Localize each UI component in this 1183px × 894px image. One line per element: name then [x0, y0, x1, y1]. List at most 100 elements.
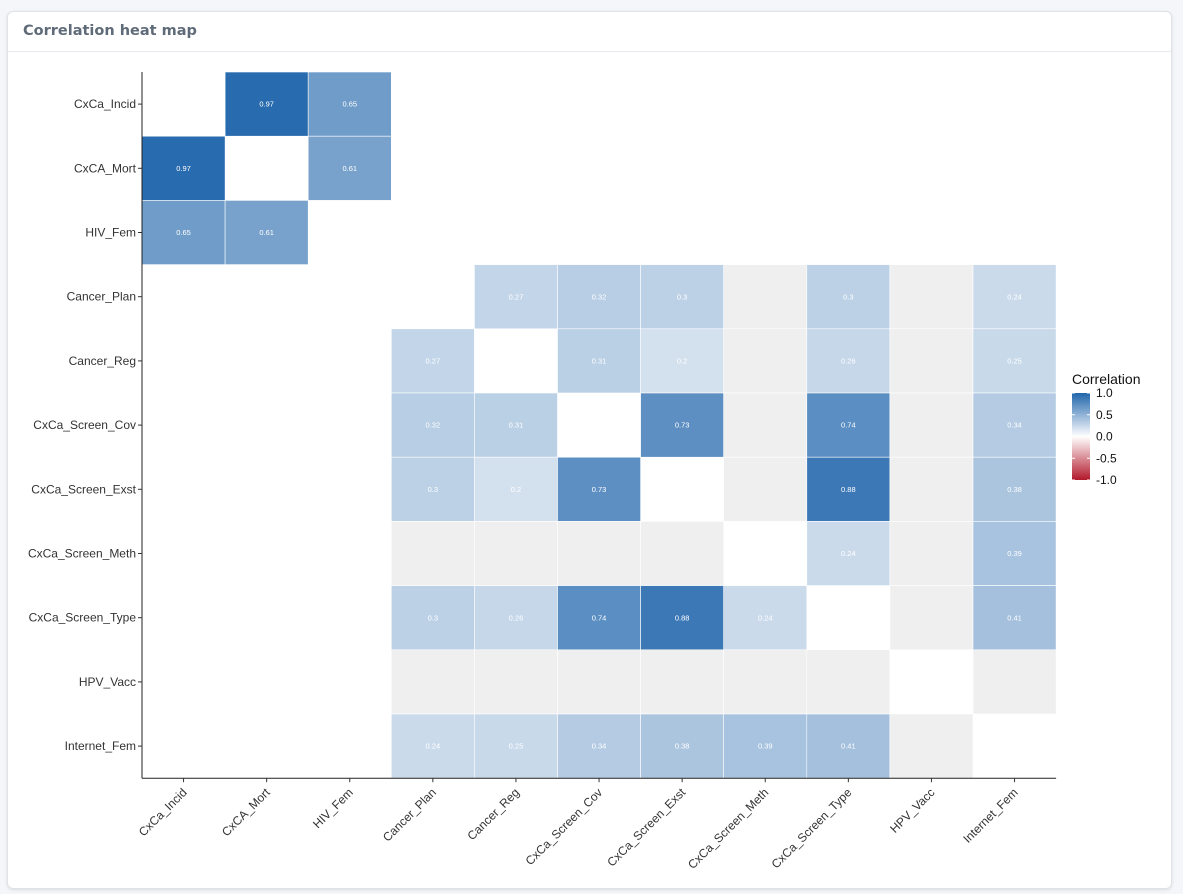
cell-value-label: 0.3	[843, 292, 853, 301]
heatmap-cell	[557, 585, 641, 651]
cell-value-label: 0.3	[677, 292, 687, 301]
cell-value-label: 0.27	[426, 357, 441, 366]
y-tick-label: Internet_Fem	[65, 739, 136, 753]
cell-value-label: 0.32	[592, 292, 607, 301]
heatmap-cell	[972, 392, 1057, 458]
heatmap-cell	[806, 328, 891, 394]
cell-value-label: 0.39	[758, 742, 773, 751]
heatmap-cell	[806, 264, 891, 330]
heatmap-cell	[224, 71, 309, 137]
cell-value-label: 0.34	[592, 742, 607, 751]
y-tick-label: CxCa_Screen_Exst	[31, 482, 136, 496]
legend-title: Correlation	[1072, 371, 1140, 387]
heatmap-cell	[390, 456, 475, 522]
x-tick-label: HPV_Vacc	[887, 785, 937, 835]
y-tick-label: HPV_Vacc	[79, 675, 136, 689]
heatmap-cell	[640, 264, 724, 330]
cell-value-label: 0.97	[176, 164, 191, 173]
cell-value-label: 0.88	[841, 485, 856, 494]
heatmap-cell	[972, 585, 1057, 651]
x-tick-label: Cancer_Plan	[380, 785, 439, 844]
legend-tick-label: 0.5	[1096, 408, 1113, 422]
x-tick-label: HIV_Fem	[310, 785, 356, 831]
cell-value-label: 0.74	[841, 421, 856, 430]
cell-value-label: 0.88	[675, 613, 690, 622]
heatmap-cell	[889, 264, 974, 330]
heatmap-cell	[723, 264, 808, 330]
y-tick-label: Cancer_Plan	[67, 290, 136, 304]
heatmap-cell	[390, 713, 475, 779]
cell-value-label: 0.41	[841, 742, 856, 751]
cell-value-label: 0.31	[509, 421, 524, 430]
heatmap-cell	[474, 649, 558, 715]
heatmap-cell	[390, 328, 475, 394]
heatmap-cell	[390, 649, 475, 715]
heatmap-cell	[557, 328, 641, 394]
cell-value-label: 0.24	[841, 549, 856, 558]
heatmap-cell	[307, 71, 392, 137]
cell-value-label: 0.31	[592, 357, 607, 366]
x-tick-label: Cancer_Reg	[465, 785, 523, 843]
legend-colorbar	[1072, 393, 1090, 480]
heatmap-cell	[474, 521, 558, 586]
heatmap-cell	[889, 328, 974, 394]
cell-value-label: 0.26	[841, 357, 856, 366]
heatmap-cell	[141, 200, 226, 265]
heatmap-cell	[640, 521, 724, 586]
cell-value-label: 0.24	[426, 742, 441, 751]
heatmap-cell	[640, 649, 724, 715]
heatmap-cell	[806, 649, 891, 715]
heatmap-cell	[806, 521, 891, 586]
cell-value-label: 0.97	[259, 100, 274, 109]
x-tick-label: CxCa_Screen_Exst	[604, 785, 688, 869]
cell-value-label: 0.61	[259, 228, 274, 237]
x-tick-label: CxCa_Screen_Type	[769, 785, 855, 871]
heatmap-cell	[889, 521, 974, 586]
legend-tick-label: -0.5	[1096, 451, 1117, 465]
heatmap-cells: 0.97 0.65 0.97 0.61 0.65 0.61 0.27 0.32 0.3 0.3 0.…	[141, 71, 1057, 779]
heatmap-cell	[307, 135, 392, 201]
heatmap-cell	[972, 264, 1057, 330]
cell-value-label: 0.2	[511, 485, 521, 494]
x-tick-label: Internet_Fem	[960, 785, 1020, 845]
heatmap-cell	[972, 649, 1057, 715]
heatmap-cell	[723, 392, 808, 458]
heatmap-cell	[972, 456, 1057, 522]
heatmap-cell	[889, 392, 974, 458]
heatmap-cell	[723, 649, 808, 715]
cell-value-label: 0.25	[1007, 357, 1022, 366]
cell-value-label: 0.73	[675, 421, 690, 430]
heatmap-cell	[640, 392, 724, 458]
y-tick-label: CxCa_Screen_Type	[29, 611, 137, 625]
heatmap-cell	[640, 585, 724, 651]
panel-title: Correlation heat map	[23, 23, 197, 39]
heatmap-cell	[806, 456, 891, 522]
heatmap-cell	[889, 585, 974, 651]
x-tick-label: CxCa_Incid	[136, 785, 190, 839]
heatmap-cell	[557, 649, 641, 715]
heatmap-cell	[557, 264, 641, 330]
heatmap-cell	[889, 713, 974, 779]
heatmap-cell	[474, 456, 558, 522]
y-tick-label: HIV_Fem	[85, 226, 136, 240]
heatmap-cell	[889, 456, 974, 522]
heatmap-cell	[390, 392, 475, 458]
heatmap-cell	[474, 392, 558, 458]
heatmap-cell	[224, 200, 309, 265]
heatmap-cell	[474, 585, 558, 651]
heatmap-cell	[972, 521, 1057, 586]
x-tick-label: CxCa_Screen_Cov	[523, 785, 606, 868]
cell-value-label: 0.25	[509, 742, 524, 751]
heatmap-cell	[806, 713, 891, 779]
cell-value-label: 0.3	[428, 485, 438, 494]
cell-value-label: 0.73	[592, 485, 607, 494]
cell-value-label: 0.24	[1007, 292, 1022, 301]
cell-value-label: 0.65	[342, 100, 357, 109]
heatmap-cell	[557, 456, 641, 522]
heatmap-cell	[557, 713, 641, 779]
heatmap-cell	[723, 585, 808, 651]
cell-value-label: 0.65	[176, 228, 191, 237]
heatmap-cell	[806, 392, 891, 458]
cell-value-label: 0.26	[509, 613, 524, 622]
cell-value-label: 0.27	[509, 292, 524, 301]
